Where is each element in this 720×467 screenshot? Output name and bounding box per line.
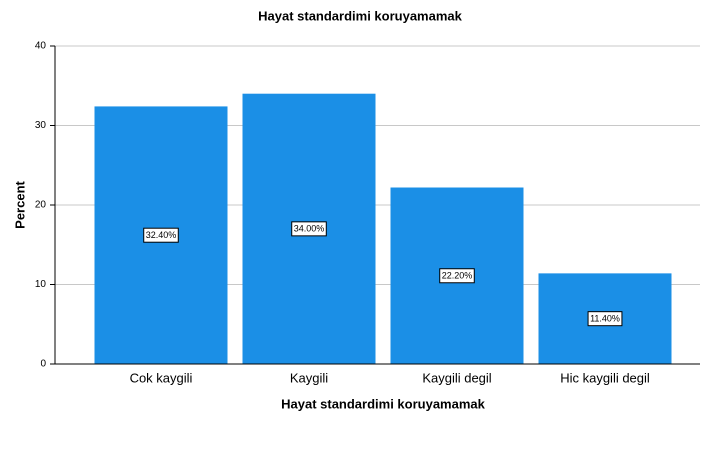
y-axis-title: Percent: [12, 180, 27, 228]
x-axis-title: Hayat standardimi koruyamamak: [281, 396, 486, 411]
x-tick-label: Cok kaygili: [130, 370, 193, 385]
x-tick-label: Kaygili: [290, 370, 328, 385]
value-label: 22.20%: [442, 271, 473, 281]
y-tick-label: 0: [40, 359, 46, 370]
y-tick-label: 20: [35, 200, 47, 211]
y-tick-label: 40: [35, 41, 47, 52]
y-tick-label: 30: [35, 120, 47, 131]
x-tick-label: Kaygili degil: [422, 370, 491, 385]
chart-title: Hayat standardimi koruyamamak: [258, 8, 463, 23]
value-label-box: [439, 268, 475, 284]
value-label-box: [587, 311, 623, 327]
value-label: 34.00%: [294, 224, 325, 234]
value-label-box: [143, 227, 179, 243]
y-tick-label: 10: [35, 279, 47, 290]
x-tick-label: Hic kaygili degil: [560, 370, 650, 385]
value-label-box: [291, 221, 327, 237]
value-label: 11.40%: [590, 314, 620, 324]
value-label: 32.40%: [146, 230, 177, 240]
